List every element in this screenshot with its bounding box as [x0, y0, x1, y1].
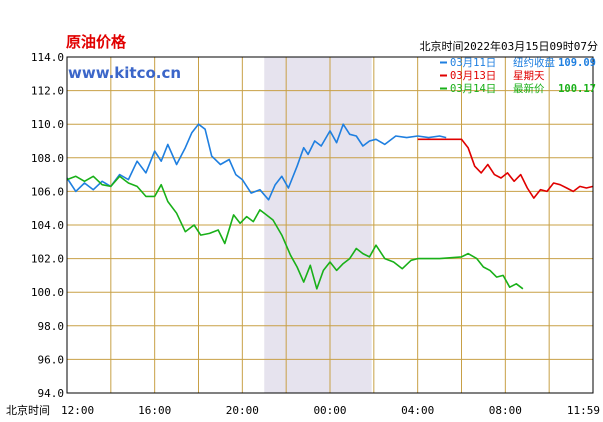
- x-tick-label: 16:00: [138, 404, 171, 417]
- legend-label: 纽约收盘: [513, 56, 555, 69]
- legend-label: 星期天: [513, 70, 545, 82]
- x-tick-label: 20:00: [226, 404, 259, 417]
- chart-title: 原油价格: [66, 33, 127, 51]
- website-link[interactable]: www.kitco.cn: [68, 64, 181, 82]
- y-tick-label: 104.0: [31, 219, 64, 232]
- x-tick-label: 04:00: [401, 404, 434, 417]
- y-tick-label: 94.0: [38, 387, 65, 400]
- x-tick-label: 12:00: [61, 404, 94, 417]
- y-tick-label: 102.0: [31, 253, 64, 266]
- y-tick-label: 114.0: [31, 51, 64, 64]
- legend: 03月11日 纽约收盘 109.09 03月13日 星期天 03月14日 最新价 100.17: [440, 56, 596, 95]
- y-tick-label: 110.0: [31, 118, 64, 131]
- plot-frame: [66, 56, 594, 394]
- legend-date: 03月13日: [450, 70, 496, 82]
- timestamp-text: 北京时间2022年03月15日09时07分: [420, 39, 598, 53]
- legend-value: 109.09: [558, 57, 596, 69]
- y-tick-label: 112.0: [31, 85, 64, 98]
- series-line-03月14日: [66, 175, 524, 290]
- x-axis-ticks: 12:00 16:00 20:00 00:00 04:00 08:00 11:59: [61, 404, 600, 417]
- y-tick-label: 96.0: [38, 353, 65, 366]
- y-tick-label: 106.0: [31, 185, 64, 198]
- x-tick-label: 11:59: [567, 404, 600, 417]
- chart-series: [66, 123, 594, 290]
- legend-value: 100.17: [558, 83, 596, 95]
- y-tick-label: 98.0: [38, 320, 65, 333]
- chart-grid: [67, 56, 593, 394]
- y-tick-label: 108.0: [31, 152, 64, 165]
- x-axis-prefix: 北京时间: [6, 403, 50, 417]
- x-tick-label: 00:00: [313, 404, 346, 417]
- y-axis-ticks: 114.0 112.0 110.0 108.0 106.0 104.0 102.0 100.0…: [31, 51, 64, 400]
- legend-date: 03月11日: [450, 57, 496, 69]
- series-line-03月13日: [417, 138, 594, 199]
- x-tick-label: 08:00: [489, 404, 522, 417]
- series-line-03月11日: [66, 123, 447, 201]
- legend-date: 03月14日: [450, 83, 496, 95]
- y-tick-label: 100.0: [31, 286, 64, 299]
- legend-label: 最新价: [513, 82, 545, 95]
